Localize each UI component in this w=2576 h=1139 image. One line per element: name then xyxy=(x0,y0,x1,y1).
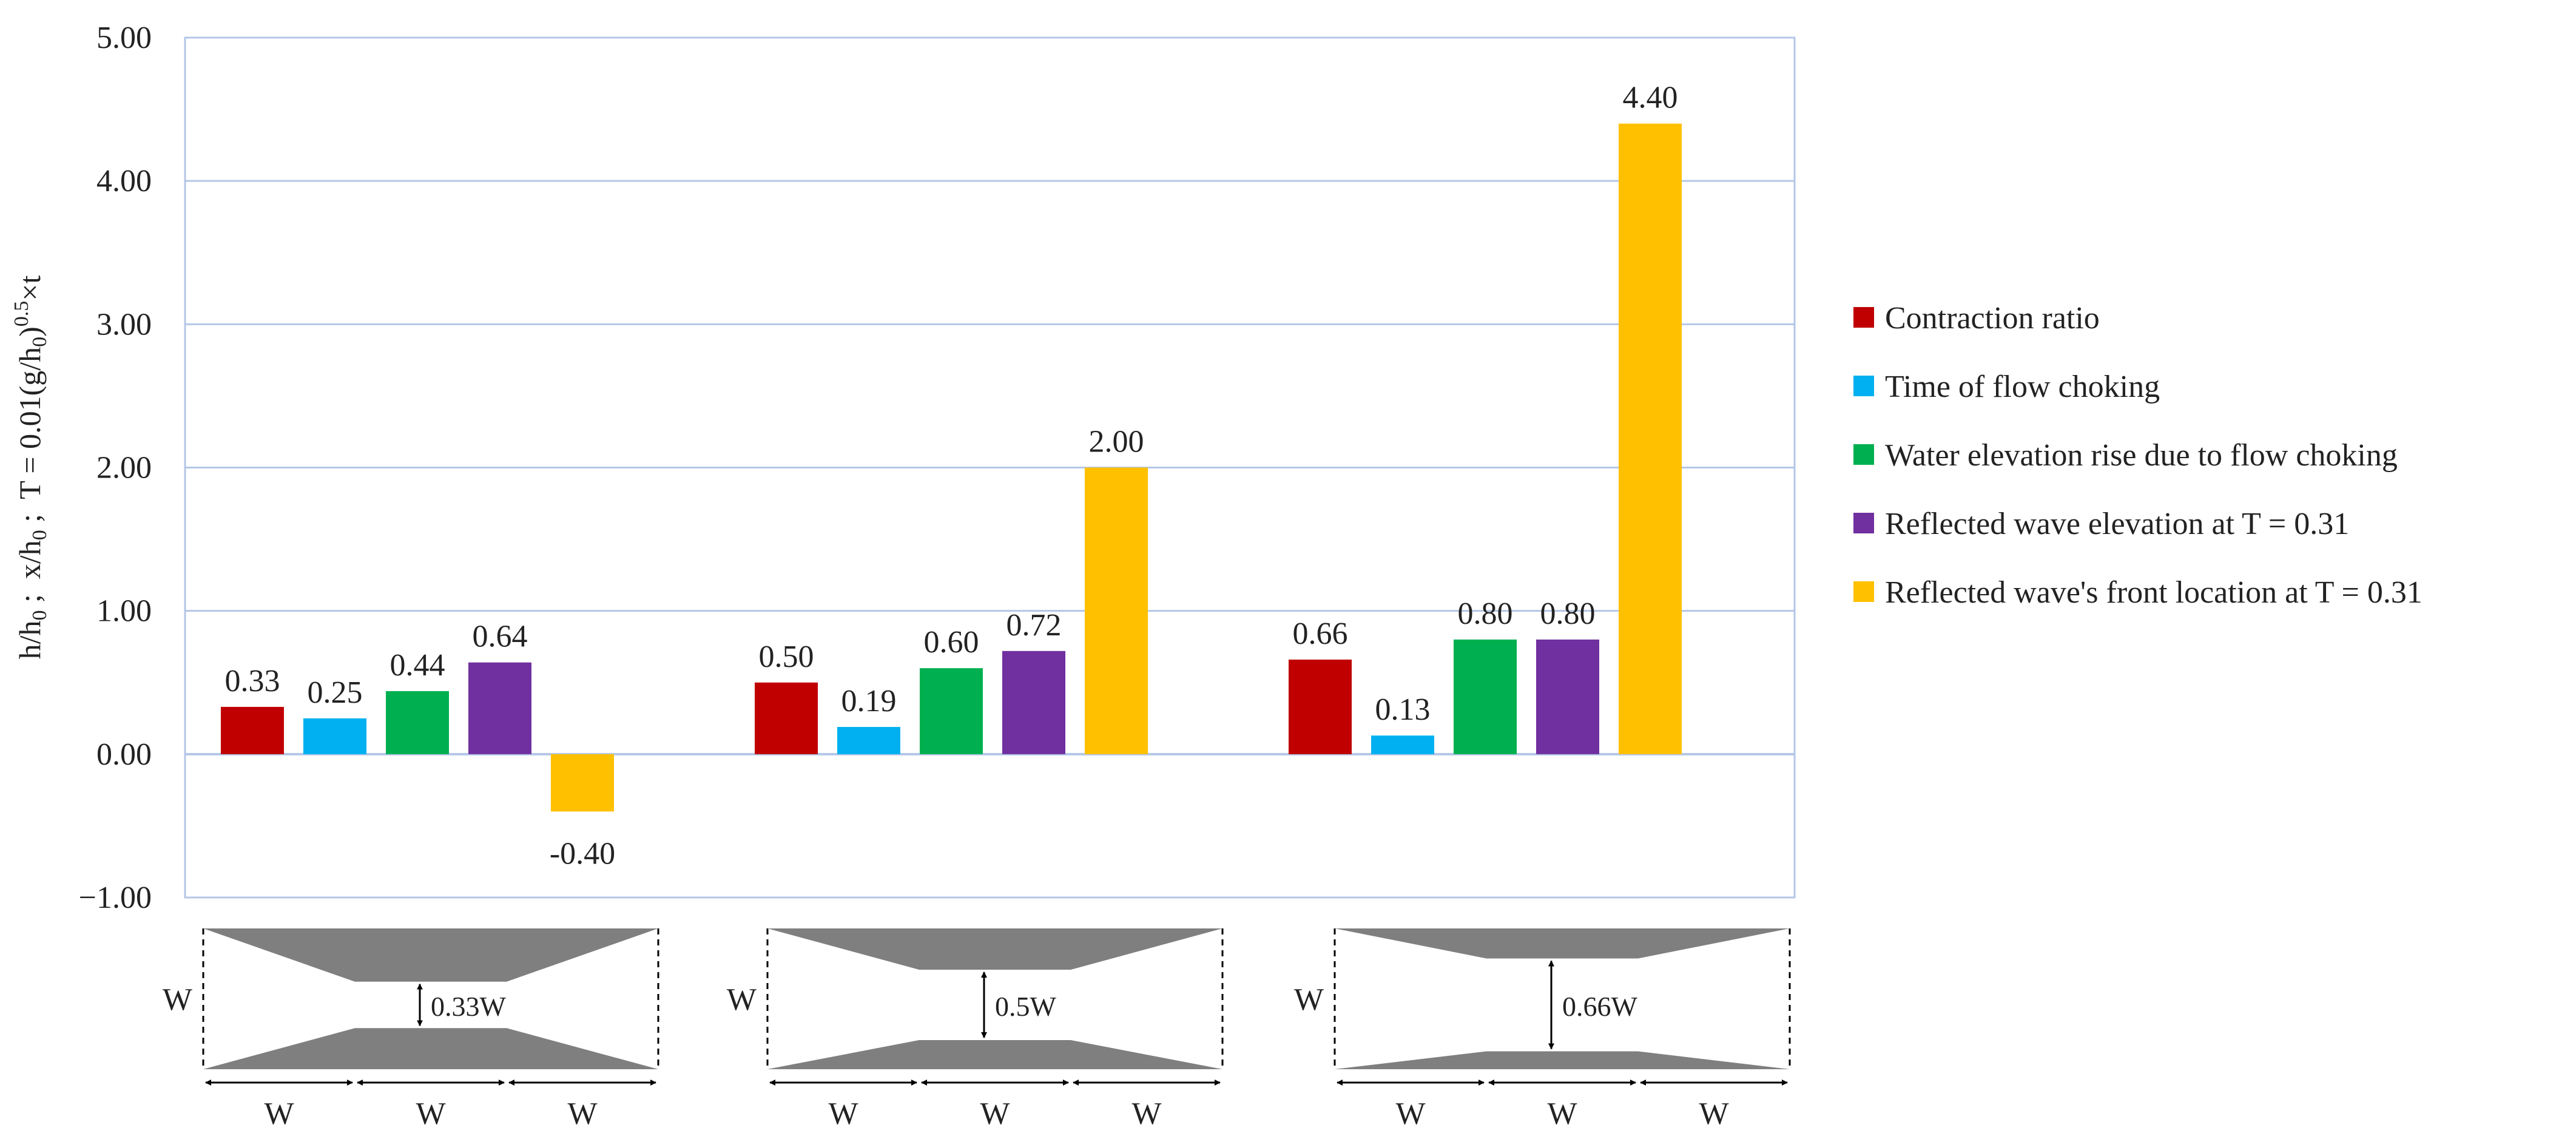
channel-wall-top xyxy=(1335,928,1790,959)
gridlines xyxy=(185,180,1795,612)
y-tick-label: 5.00 xyxy=(96,21,152,55)
bar xyxy=(1002,651,1065,754)
channel-wall-top xyxy=(767,928,1222,970)
gap-label: 0.33W xyxy=(431,991,507,1022)
channel-width-label: W xyxy=(727,982,757,1017)
legend: Contraction ratio Time of flow choking Wat… xyxy=(1853,301,2423,610)
data-label: 0.66 xyxy=(1293,617,1348,651)
segment-length-label: W xyxy=(1699,1097,1728,1131)
y-axis-label-subscript: 0 xyxy=(29,530,51,540)
y-tick-label: 1.00 xyxy=(96,594,152,629)
y-axis-label-part: ×t xyxy=(13,275,47,300)
bar xyxy=(386,691,449,754)
legend-entry: Water elevation rise due to flow choking xyxy=(1885,438,2398,473)
channel-width-label: W xyxy=(1294,982,1324,1017)
legend-swatch xyxy=(1853,307,1874,328)
data-label: 0.64 xyxy=(473,620,528,654)
bars xyxy=(221,123,1682,812)
y-axis-label-subscript: 0 xyxy=(29,337,51,347)
bar xyxy=(1289,659,1352,754)
y-axis-tick-labels: −1.00 0.00 1.00 2.00 3.00 4.00 5.00 xyxy=(79,21,152,915)
data-label: 0.25 xyxy=(308,675,363,710)
data-labels: 0.33 0.50 0.66 0.25 0.19 0.13 0.44 0.60 0.80 0.64… xyxy=(225,81,1678,871)
segment-length-label: W xyxy=(567,1097,597,1131)
data-label: 0.60 xyxy=(924,625,979,660)
data-label: 0.44 xyxy=(390,648,445,683)
bar xyxy=(468,662,531,754)
data-label: 0.33 xyxy=(225,664,280,698)
bar xyxy=(1085,467,1148,754)
legend-swatch xyxy=(1853,581,1874,602)
channel-width-label: W xyxy=(163,982,192,1017)
segment-length-label: W xyxy=(1131,1097,1161,1131)
y-axis-label-part: ) xyxy=(13,326,47,337)
data-label: 0.13 xyxy=(1375,692,1431,727)
legend-entry: Reflected wave elevation at T = 0.31 xyxy=(1885,507,2349,541)
segment-length-label: W xyxy=(416,1097,445,1131)
channel-wall-bottom xyxy=(203,1028,658,1069)
segment-length-label: W xyxy=(980,1097,1010,1131)
data-label: 0.80 xyxy=(1458,597,1513,631)
y-axis-label-subscript: 0 xyxy=(29,610,51,621)
segment-length-label: W xyxy=(1547,1097,1577,1131)
bar xyxy=(837,726,900,754)
bar xyxy=(1371,735,1434,754)
y-axis-label-part: ; x/h xyxy=(13,540,47,610)
gap-label: 0.5W xyxy=(995,991,1057,1022)
channel-wall-bottom xyxy=(1335,1051,1790,1069)
bar xyxy=(1536,639,1599,754)
legend-entry: Time of flow choking xyxy=(1885,370,2160,404)
segment-length-label: W xyxy=(264,1097,294,1131)
y-axis-label-part: ; T = 0.01(g/h xyxy=(13,347,47,530)
y-tick-label: 0.00 xyxy=(96,737,152,772)
legend-entry: Contraction ratio xyxy=(1885,301,2100,336)
bar xyxy=(755,682,818,754)
channel-diagrams: 0.33W W W W W 0.5W W W W W 0.66W W W W W xyxy=(163,928,1791,1131)
y-axis-label-superscript: 0.5 xyxy=(10,301,33,327)
y-axis-label: h/h0 ; x/h0 ; T = 0.01(g/h0)0.5×t xyxy=(10,275,51,659)
bar xyxy=(920,668,983,754)
bar xyxy=(303,718,366,754)
data-label: -0.40 xyxy=(550,836,615,871)
data-label: 4.40 xyxy=(1623,81,1678,115)
y-tick-label: 2.00 xyxy=(96,451,152,485)
y-axis-label-part: h/h xyxy=(13,621,47,660)
segment-length-label: W xyxy=(828,1097,858,1131)
bar xyxy=(221,706,284,754)
data-label: 2.00 xyxy=(1089,425,1144,459)
data-label: 0.80 xyxy=(1540,597,1596,631)
bar xyxy=(1454,639,1517,754)
channel-wall-bottom xyxy=(767,1040,1222,1069)
legend-swatch xyxy=(1853,513,1874,533)
channel-wall-top xyxy=(203,928,658,982)
y-tick-label: −1.00 xyxy=(79,880,152,915)
bar xyxy=(551,754,614,812)
gap-label: 0.66W xyxy=(1562,991,1638,1022)
legend-swatch xyxy=(1853,444,1874,465)
segment-length-label: W xyxy=(1395,1097,1425,1131)
bar xyxy=(1619,123,1682,754)
legend-entry: Reflected wave's front location at T = 0… xyxy=(1885,575,2423,610)
legend-swatch xyxy=(1853,376,1874,396)
data-label: 0.72 xyxy=(1006,608,1062,643)
y-tick-label: 3.00 xyxy=(96,307,152,342)
data-label: 0.19 xyxy=(841,684,897,718)
y-tick-label: 4.00 xyxy=(96,164,152,198)
data-label: 0.50 xyxy=(759,640,814,674)
